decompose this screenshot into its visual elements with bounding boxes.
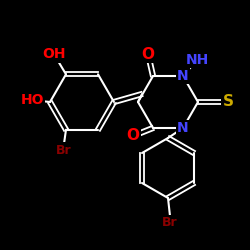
Text: S: S [222,94,234,110]
Text: NH: NH [186,53,208,67]
Text: N: N [177,69,189,83]
Text: Br: Br [162,216,178,229]
Text: N: N [177,121,189,135]
Text: Br: Br [56,144,72,157]
Text: OH: OH [42,47,66,61]
Text: O: O [142,46,154,62]
Text: HO: HO [20,93,44,107]
Text: O: O [126,128,140,144]
